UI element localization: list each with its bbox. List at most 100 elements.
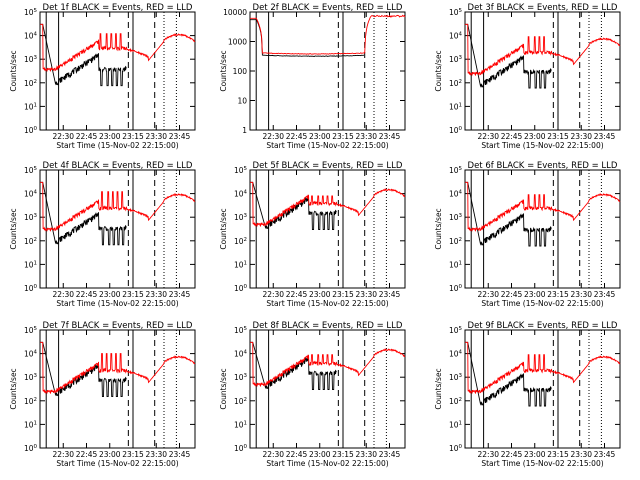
plot-frame xyxy=(39,11,196,131)
y-tick-label: 101 xyxy=(449,102,462,111)
x-axis-label: Start Time (15-Nov-02 22:15:00) xyxy=(266,141,388,150)
y-tick-label: 104 xyxy=(24,190,38,199)
y-tick-label: 100 xyxy=(234,444,248,453)
x-tick-label: 22:30 xyxy=(477,290,499,299)
y-tick-label: 101 xyxy=(449,260,462,269)
y-tick-label: 102 xyxy=(24,397,37,406)
x-tick-label: 23:45 xyxy=(379,450,401,459)
x-tick-label: 23:00 xyxy=(524,450,546,459)
y-tick-label: 105 xyxy=(449,8,463,17)
x-tick-label: 22:45 xyxy=(501,290,523,299)
x-axis-label: Start Time (15-Nov-02 22:15:00) xyxy=(481,299,603,308)
series-events-line xyxy=(40,23,127,87)
x-tick-label: 22:30 xyxy=(52,132,74,141)
y-tick-label: 104 xyxy=(24,350,38,359)
y-tick-label: 104 xyxy=(234,190,248,199)
y-tick-label: 103 xyxy=(234,373,248,382)
panel-title: Det 3f BLACK = Events, RED = LLD xyxy=(468,3,618,13)
x-tick-label: 23:45 xyxy=(594,132,616,141)
y-tick-label: 103 xyxy=(24,55,38,64)
y-axis-label: Counts/sec xyxy=(434,368,443,409)
panel-title: Det 1f BLACK = Events, RED = LLD xyxy=(43,3,193,13)
series-events-line xyxy=(40,181,127,246)
series-lld-line xyxy=(40,23,196,72)
y-tick-label: 105 xyxy=(24,326,38,335)
panel-title: Det 2f BLACK = Events, RED = LLD xyxy=(253,3,403,13)
x-tick-label: 23:15 xyxy=(547,132,569,141)
y-tick-label: 101 xyxy=(234,260,247,269)
plot-frame xyxy=(249,329,406,449)
x-tick-label: 23:00 xyxy=(99,450,121,459)
y-tick-label: 100 xyxy=(24,284,38,293)
y-tick-label: 105 xyxy=(24,8,38,17)
x-tick-label: 23:30 xyxy=(145,450,167,459)
x-tick-label: 22:45 xyxy=(76,290,98,299)
panel-title: Det 5f BLACK = Events, RED = LLD xyxy=(253,161,403,171)
x-tick-label: 23:15 xyxy=(332,450,354,459)
y-tick-label: 104 xyxy=(24,32,38,41)
x-tick-label: 23:15 xyxy=(547,290,569,299)
x-tick-label: 23:15 xyxy=(122,132,144,141)
y-tick-label: 1000 xyxy=(228,38,247,47)
y-axis-label: Counts/sec xyxy=(434,50,443,91)
y-axis-label: Counts/sec xyxy=(219,208,228,249)
y-axis-label: Counts/sec xyxy=(434,208,443,249)
y-tick-label: 105 xyxy=(449,166,463,175)
panel-title: Det 7f BLACK = Events, RED = LLD xyxy=(43,321,193,331)
y-tick-label: 102 xyxy=(24,79,37,88)
x-tick-label: 23:00 xyxy=(524,132,546,141)
panel-title: Det 6f BLACK = Events, RED = LLD xyxy=(468,161,618,171)
panel-det-8: Det 8f BLACK = Events, RED = LLD 100 101 10… xyxy=(219,321,406,468)
x-tick-label: 22:30 xyxy=(52,450,74,459)
y-tick-label: 100 xyxy=(24,444,38,453)
y-tick-label: 10000 xyxy=(223,8,247,17)
y-tick-label: 100 xyxy=(449,126,463,135)
y-tick-label: 10 xyxy=(237,97,247,106)
series-lld-line xyxy=(250,14,406,55)
x-tick-label: 23:30 xyxy=(145,290,167,299)
panel-title: Det 4f BLACK = Events, RED = LLD xyxy=(43,161,193,171)
y-tick-label: 1 xyxy=(242,126,247,135)
x-tick-label: 23:45 xyxy=(594,290,616,299)
series-lld-line xyxy=(465,23,621,77)
panel-det-2: Det 2f BLACK = Events, RED = LLD 1 10 100 10… xyxy=(219,3,406,150)
x-tick-label: 22:30 xyxy=(477,450,499,459)
x-tick-label: 23:45 xyxy=(169,132,191,141)
x-tick-label: 22:45 xyxy=(501,132,523,141)
y-axis-label: Counts/sec xyxy=(9,50,18,91)
x-tick-label: 23:30 xyxy=(355,132,377,141)
x-tick-label: 23:30 xyxy=(355,290,377,299)
series-events-line xyxy=(250,19,365,57)
x-tick-label: 23:30 xyxy=(355,450,377,459)
x-axis-label: Start Time (15-Nov-02 22:15:00) xyxy=(266,459,388,468)
x-tick-label: 22:30 xyxy=(262,290,284,299)
plot-frame xyxy=(464,11,621,131)
panel-title: Det 8f BLACK = Events, RED = LLD xyxy=(253,321,403,331)
panel-det-5: Det 5f BLACK = Events, RED = LLD 100 101 10… xyxy=(219,161,406,308)
x-axis-label: Start Time (15-Nov-02 22:15:00) xyxy=(481,459,603,468)
panel-det-3: Det 3f BLACK = Events, RED = LLD 100 101 10… xyxy=(434,3,621,150)
plot-frame xyxy=(39,169,196,289)
x-tick-label: 23:30 xyxy=(145,132,167,141)
x-tick-label: 23:15 xyxy=(122,290,144,299)
x-tick-label: 23:00 xyxy=(99,290,121,299)
y-tick-label: 104 xyxy=(234,350,248,359)
y-tick-label: 101 xyxy=(24,420,37,429)
y-tick-label: 101 xyxy=(449,420,462,429)
y-tick-label: 105 xyxy=(234,166,248,175)
y-tick-label: 100 xyxy=(24,126,38,135)
x-tick-label: 23:45 xyxy=(379,290,401,299)
x-axis-label: Start Time (15-Nov-02 22:15:00) xyxy=(56,299,178,308)
x-tick-label: 23:30 xyxy=(570,132,592,141)
x-tick-label: 23:00 xyxy=(309,132,331,141)
series-events-line xyxy=(40,341,127,398)
x-tick-label: 23:30 xyxy=(570,290,592,299)
y-tick-label: 102 xyxy=(234,237,247,246)
y-tick-label: 102 xyxy=(449,397,462,406)
panel-det-9: Det 9f BLACK = Events, RED = LLD 100 101 10… xyxy=(434,321,621,468)
x-tick-label: 23:15 xyxy=(122,450,144,459)
x-axis-label: Start Time (15-Nov-02 22:15:00) xyxy=(56,141,178,150)
x-axis-label: Start Time (15-Nov-02 22:15:00) xyxy=(56,459,178,468)
x-tick-label: 23:15 xyxy=(332,290,354,299)
